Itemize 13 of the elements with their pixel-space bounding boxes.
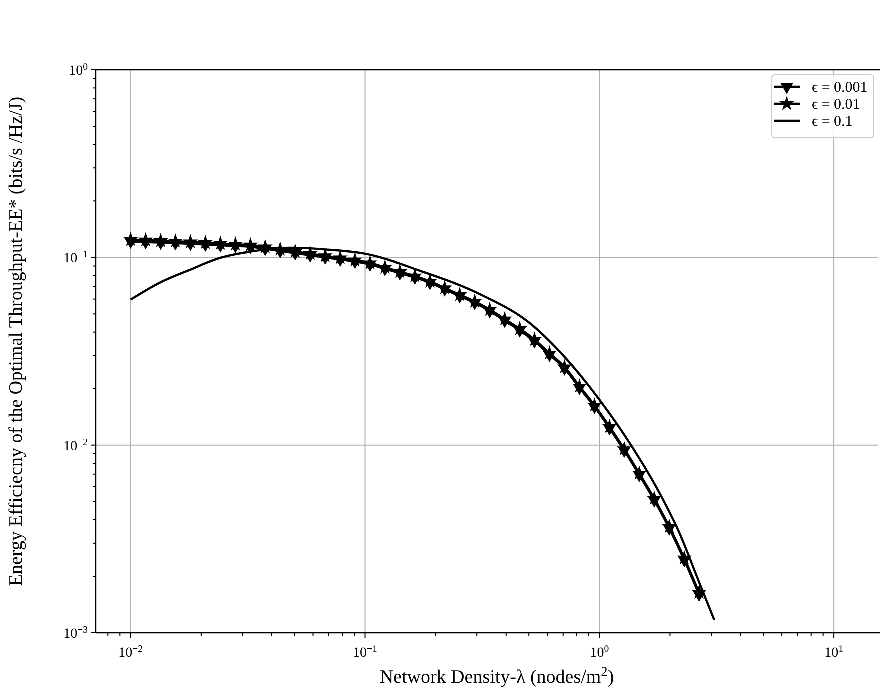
x-tick-label: 10$^{1}$ (824, 644, 844, 661)
y-tick-label: 10$^{−2}$ (64, 436, 88, 454)
x-tick-label: 10$^{0}$ (590, 644, 610, 661)
y-tick-label: 10$^{0}$ (69, 62, 88, 79)
y-tick-label: 10$^{−1}$ (64, 249, 88, 267)
x-tick-label: 10$^{−1}$ (353, 644, 378, 661)
y-axis-title: Energy Efficiecny of the Optimal Throughput-EE* (bits/s /Hz/J) (6, 96, 27, 586)
x-axis-title: Network Density-λ (nodes/m$^{2}$) (380, 664, 614, 688)
x-tick-label: 10$^{−2}$ (118, 644, 144, 661)
legend-label: ϵ = 0.1 (812, 114, 853, 130)
legend-label: ϵ = 0.001 (812, 80, 868, 96)
y-tick-label: 10$^{−3}$ (64, 624, 88, 642)
legend-label: ϵ = 0.01 (812, 97, 860, 113)
